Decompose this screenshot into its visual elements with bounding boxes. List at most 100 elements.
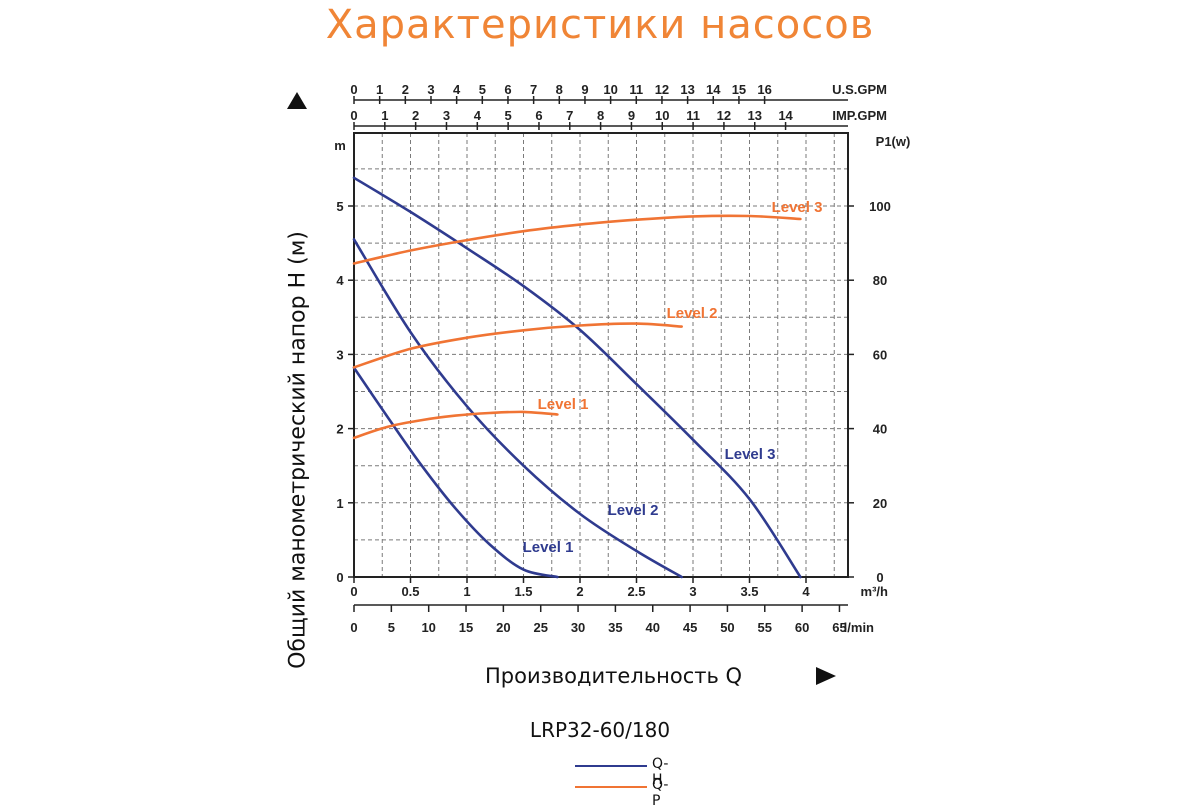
curve-label-qp-level-1: Level 1 (538, 396, 589, 413)
usgpm-tick-label: 14 (706, 82, 721, 97)
lmin-tick-label: 65 (832, 620, 846, 635)
y-tick-label: 0 (336, 570, 343, 585)
impgpm-tick-label: 8 (597, 108, 604, 123)
usgpm-tick-label: 11 (629, 82, 643, 97)
y2-tick-label: 40 (873, 422, 887, 437)
grid-lines (354, 133, 848, 577)
model-name: LRP32-60/180 (529, 718, 671, 742)
curve-qh-level-2 (352, 238, 683, 579)
impgpm-tick-label: 5 (505, 108, 512, 123)
curve-qp-level-3 (352, 214, 802, 265)
x-axis-title: Производительность Q (485, 664, 743, 688)
lmin-tick-label: 55 (758, 620, 772, 635)
curve-label-qp-level-2: Level 2 (667, 305, 718, 322)
curve-label-qh-level-3: Level 3 (725, 446, 776, 463)
usgpm-tick-label: 8 (556, 82, 563, 97)
usgpm-tick-label: 4 (453, 82, 461, 97)
lmin-tick-label: 20 (496, 620, 510, 635)
impgpm-tick-label: 14 (778, 108, 793, 123)
impgpm-tick-label: 2 (412, 108, 419, 123)
x-tick-label: 0 (350, 584, 357, 599)
impgpm-tick-label: 7 (566, 108, 573, 123)
curve-qp-level-1 (352, 410, 559, 440)
usgpm-tick-label: 3 (427, 82, 434, 97)
curve-label-qh-level-1: Level 1 (523, 539, 574, 556)
lmin-tick-label: 0 (350, 620, 357, 635)
curve-qh-level-3 (352, 176, 802, 579)
impgpm-tick-label: 11 (686, 108, 700, 123)
impgpm-tick-label: 4 (474, 108, 482, 123)
legend-label-qp: Q-P (652, 777, 669, 809)
usgpm-tick-label: 1 (376, 82, 383, 97)
x-tick-label: 4 (802, 584, 810, 599)
curves (352, 176, 802, 579)
impgpm-tick-label: 1 (381, 108, 388, 123)
curve-qh-level-1 (352, 366, 559, 579)
lmin-tick-label: 60 (795, 620, 809, 635)
impgpm-unit-label: IMP.GPM (832, 108, 887, 123)
y2-unit-label: P1(w) (876, 134, 911, 149)
lmin-tick-label: 15 (459, 620, 473, 635)
x-tick-label: 1 (463, 584, 470, 599)
lmin-tick-label: 40 (646, 620, 660, 635)
x-tick-label: 3 (689, 584, 696, 599)
y-tick-label: 1 (336, 496, 343, 511)
y-tick-label: 5 (336, 199, 343, 214)
usgpm-tick-label: 13 (680, 82, 694, 97)
usgpm-tick-label: 5 (479, 82, 486, 97)
usgpm-unit-label: U.S.GPM (832, 82, 887, 97)
x-tick-label: 2 (576, 584, 583, 599)
usgpm-tick-label: 12 (655, 82, 669, 97)
impgpm-tick-label: 6 (535, 108, 542, 123)
lmin-tick-label: 5 (388, 620, 395, 635)
impgpm-tick-label: 10 (655, 108, 669, 123)
x-tick-label: 3.5 (740, 584, 758, 599)
x-unit-label: m³/h (861, 584, 889, 599)
curve-label-qh-level-2: Level 2 (608, 502, 659, 519)
lmin-tick-label: 35 (608, 620, 622, 635)
y2-tick-label: 100 (869, 199, 891, 214)
usgpm-tick-label: 6 (504, 82, 511, 97)
usgpm-tick-label: 2 (402, 82, 409, 97)
curve-labels: Level 1 Level 2 Level 3 Level 1 Level 2 Level… (523, 199, 823, 556)
impgpm-tick-label: 13 (748, 108, 762, 123)
impgpm-tick-label: 0 (350, 108, 357, 123)
impgpm-tick-label: 12 (717, 108, 731, 123)
usgpm-tick-label: 16 (757, 82, 771, 97)
usgpm-tick-label: 15 (732, 82, 746, 97)
impgpm-tick-label: 3 (443, 108, 450, 123)
x-tick-label: 0.5 (401, 584, 419, 599)
lmin-tick-label: 50 (720, 620, 734, 635)
lmin-tick-label: 25 (533, 620, 547, 635)
legend-swatch-qp (575, 786, 647, 788)
y2-tick-label: 0 (876, 570, 883, 585)
legend-label-qh: Q-H (652, 756, 669, 788)
y-tick-label: 2 (336, 422, 343, 437)
legend-swatch-qh (575, 765, 647, 767)
page-title: Характеристики насосов (325, 2, 875, 48)
usgpm-tick-label: 7 (530, 82, 537, 97)
usgpm-tick-label: 10 (603, 82, 617, 97)
lmin-tick-label: 45 (683, 620, 697, 635)
y-tick-label: 4 (336, 273, 344, 288)
curve-label-qp-level-3: Level 3 (772, 199, 823, 216)
x-tick-label: 2.5 (627, 584, 645, 599)
y-axis-title-wrap: Общий манометрический напор H (м) (283, 90, 313, 669)
lmin-tick-label: 10 (421, 620, 435, 635)
y2-tick-label: 60 (873, 347, 887, 362)
y2-tick-label: 80 (873, 273, 887, 288)
curve-qp-level-2 (352, 322, 683, 369)
usgpm-tick-label: 0 (350, 82, 357, 97)
y-axis-arrow-icon (287, 92, 307, 109)
lmin-unit-label: l/min (844, 620, 874, 635)
y-axis-title: Общий манометрический напор H (м) (285, 231, 311, 669)
x-tick-label: 1.5 (514, 584, 532, 599)
usgpm-tick-label: 9 (581, 82, 588, 97)
impgpm-tick-label: 9 (628, 108, 635, 123)
y2-tick-label: 20 (873, 496, 887, 511)
x-axis-arrow-icon (816, 667, 836, 685)
lmin-tick-label: 30 (571, 620, 585, 635)
y-tick-label: 3 (336, 347, 343, 362)
